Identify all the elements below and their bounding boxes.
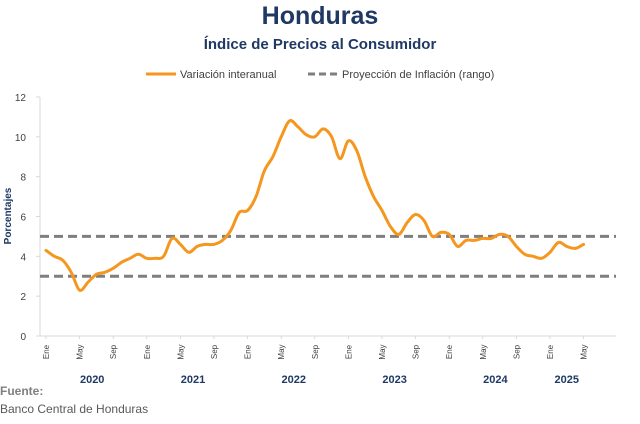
y-tick-label: 6	[20, 213, 26, 224]
x-tick-label: May	[76, 344, 85, 359]
x-year-label: 2025	[555, 374, 579, 386]
x-tick-label: Sep	[109, 344, 118, 359]
source-label: Fuente:	[0, 384, 44, 398]
x-tick-label: Ene	[344, 344, 353, 359]
series-line-variacion-interanual	[44, 119, 586, 292]
x-tick-label: Ene	[42, 344, 51, 359]
source-text: Banco Central de Honduras	[0, 402, 149, 416]
y-tick-label: 2	[20, 292, 26, 303]
x-tick-label: Ene	[143, 344, 152, 359]
x-tick-label: May	[176, 344, 185, 359]
x-tick-label: Sep	[210, 344, 219, 359]
chart-subtitle: Índice de Precios al Consumidor	[203, 36, 437, 53]
y-tick-label: 4	[20, 252, 26, 263]
x-year-label: 2022	[282, 374, 306, 386]
x-tick-label: Ene	[445, 344, 454, 359]
x-tick-label: May	[277, 344, 286, 359]
x-tick-label: Sep	[311, 344, 320, 359]
y-tick-label: 12	[15, 93, 27, 104]
projection-band	[40, 234, 616, 278]
chart-axes: 0 2 4 6 8 10 12 Ene May Sep Ene May Sep Ene May Sep Ene M…	[15, 93, 616, 386]
x-tick-label: May	[479, 344, 488, 359]
x-tick-label: May	[378, 344, 387, 359]
chart-title: Honduras	[261, 2, 379, 30]
chart-legend: Variación interanual Proyección de Infla…	[146, 69, 494, 81]
legend-series-label: Variación interanual	[180, 69, 276, 81]
x-tick-label: Ene	[244, 344, 253, 359]
y-axis-label: Porcentajes	[3, 187, 14, 244]
y-tick-label: 0	[20, 332, 26, 343]
series-layer	[44, 119, 586, 292]
y-tick-label: 8	[20, 173, 26, 184]
x-year-label: 2023	[382, 374, 406, 386]
x-year-label: 2020	[80, 374, 104, 386]
y-tick-label: 10	[15, 133, 27, 144]
x-tick-label: May	[580, 344, 589, 359]
x-tick-label: Ene	[546, 344, 555, 359]
x-year-label: 2021	[181, 374, 205, 386]
x-tick-label: Sep	[512, 344, 521, 359]
legend-projection-label: Proyección de Inflación (rango)	[342, 69, 494, 81]
x-year-label: 2024	[483, 374, 508, 386]
x-tick-label: Sep	[412, 344, 421, 359]
